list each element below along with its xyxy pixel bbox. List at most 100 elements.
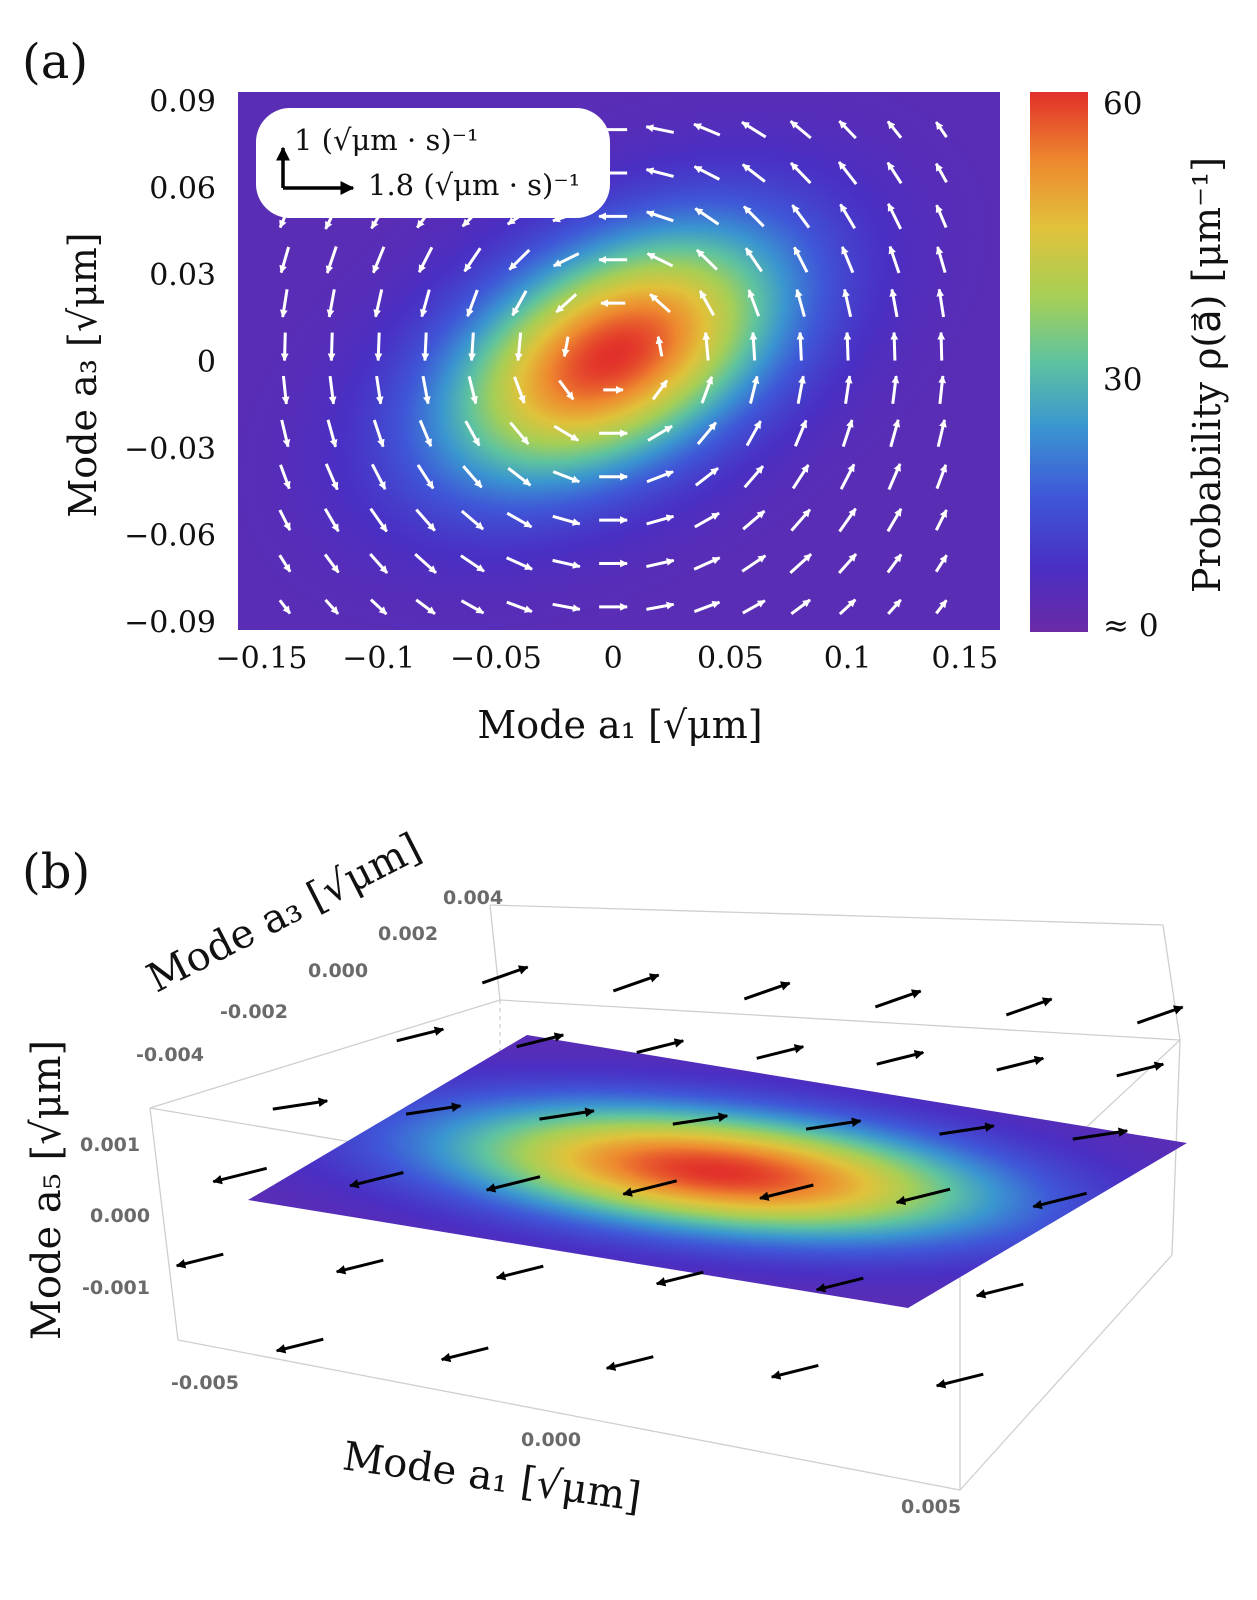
vector-arrow-b (815, 1276, 864, 1293)
vector-arrow-a (460, 599, 485, 615)
vector-arrow-a (795, 288, 806, 318)
vector-arrow-b (759, 1183, 814, 1201)
vector-arrow-b (481, 965, 529, 985)
x-axis-label-a: Mode a₁ [√μm] (477, 703, 762, 747)
vector-arrow-a (741, 163, 766, 183)
x-tick-b-2: 0.000 (521, 1429, 581, 1451)
vector-arrow-a (789, 120, 812, 140)
vector-arrow-b (212, 1166, 268, 1185)
colorbar-label: Probability ρ(a⃗) [μm⁻¹] (1185, 157, 1229, 593)
y-tick-label-a: 0.09 (149, 85, 216, 120)
arrow-scale-legend: 1 (√μm · s)⁻¹ 1.8 (√μm · s)⁻¹ (256, 108, 610, 218)
vector-arrow-a (934, 509, 948, 531)
depth-tick-5: 0.004 (443, 887, 503, 909)
vector-arrow-a (649, 293, 671, 314)
vector-arrow-b (440, 1346, 489, 1363)
vector-arrow-a (326, 289, 336, 318)
x-tick-label-a: −0.1 (342, 641, 415, 676)
vector-arrow-a (935, 464, 948, 490)
panel-a: (a) 1 (√μm · s)⁻¹ 1.8 (√μm · s)⁻¹ −0.15−… (22, 34, 1229, 747)
vector-arrow-a (693, 122, 721, 137)
vector-arrow-a (698, 290, 716, 317)
colorbar-tick-30: 30 (1103, 362, 1142, 398)
vector-arrow-b (275, 1337, 324, 1354)
vector-arrow-a (744, 247, 763, 273)
vector-arrow-a (842, 288, 853, 318)
vector-arrow-a (415, 598, 436, 616)
vector-arrow-a (646, 210, 674, 223)
vector-arrow-a (278, 554, 292, 573)
vector-arrow-a (552, 252, 580, 268)
x-tick-label-a: 0.05 (697, 641, 764, 676)
vector-arrow-b (405, 1102, 462, 1116)
vector-arrow-a (693, 165, 721, 181)
vector-arrow-b (349, 1171, 404, 1189)
vector-arrow-a (646, 514, 675, 526)
panel-a-label: (a) (22, 34, 88, 90)
depth-axis-ticks: -0.004 -0.002 0.000 0.002 0.004 (136, 887, 503, 1066)
vector-arrow-a (645, 167, 674, 178)
vector-arrow-b (396, 1026, 445, 1043)
vector-arrow-a (693, 556, 721, 571)
vector-arrow-b (874, 989, 922, 1009)
vector-arrow-a (645, 124, 675, 134)
vector-arrow-a (793, 419, 808, 447)
vector-arrow-b (335, 1258, 384, 1275)
colorbar-tick-60: 60 (1103, 86, 1142, 122)
vector-arrow-a (369, 507, 388, 533)
vector-arrow-a (506, 511, 533, 529)
vector-arrow-a (415, 508, 436, 532)
vector-arrow-a (646, 558, 675, 569)
vector-arrow-a (938, 375, 946, 405)
vector-arrow-a (561, 336, 570, 358)
surface-3d (248, 1035, 1187, 1308)
y-tick-label-a: −0.03 (124, 432, 216, 467)
vector-arrow-b (495, 1264, 544, 1281)
vector-arrow-a (646, 252, 674, 268)
vector-arrow-b (636, 1038, 685, 1054)
colorbar: 60 30 ≈ 0 Probability ρ(a⃗) [μm⁻¹] (1030, 86, 1229, 644)
vector-arrow-a (323, 508, 340, 533)
vector-arrow-a (886, 161, 903, 185)
vector-arrow-a (839, 203, 857, 230)
vector-arrow-a (741, 554, 767, 573)
vector-arrow-a (749, 375, 760, 404)
vector-arrow-a (464, 420, 481, 447)
vector-arrow-a (844, 375, 853, 404)
vector-arrow-a (278, 599, 292, 615)
vector-arrow-b (939, 1122, 995, 1136)
vector-arrow-a (694, 207, 720, 226)
vector-arrow-a (325, 246, 338, 274)
vector-arrow-a (937, 331, 946, 361)
vector-arrow-b (805, 1117, 862, 1131)
vector-arrow-a (553, 424, 580, 442)
vector-arrow-a (558, 379, 575, 401)
vector-arrow-a (789, 552, 813, 574)
vector-arrow-b (743, 981, 791, 1001)
vector-arrow-a (370, 463, 387, 490)
vector-arrow-a (281, 375, 290, 405)
vector-arrow-b (770, 1363, 819, 1380)
vector-arrow-b (612, 973, 660, 993)
legend-vertical-label: 1 (√μm · s)⁻¹ (294, 123, 479, 157)
x-tick-label-a: 0 (604, 641, 623, 676)
vector-arrow-a (696, 421, 718, 446)
vector-arrow-a (462, 465, 483, 489)
vector-field-b (175, 965, 1184, 1389)
vector-arrow-a (646, 601, 675, 611)
vector-arrow-a (747, 289, 761, 317)
vector-arrow-a (790, 598, 811, 616)
z-tick-3: -0.001 (82, 1277, 150, 1299)
vector-arrow-b (605, 1355, 654, 1371)
vector-arrow-a (417, 246, 434, 273)
x-tick-b-1: -0.005 (171, 1372, 239, 1394)
vector-arrow-b (996, 1055, 1045, 1072)
vector-arrow-b (1116, 1061, 1165, 1078)
vector-arrow-a (647, 424, 673, 442)
x-tick-label-a: −0.15 (215, 641, 307, 676)
y-tick-label-a: 0.03 (149, 258, 216, 293)
density-surface (248, 1035, 1187, 1308)
y-axis-ticks-a: 0.09 0.06 0.03 0 −0.03 −0.06 −0.09 (124, 85, 216, 641)
vector-arrow-b (1005, 997, 1053, 1017)
vector-arrow-a (460, 509, 485, 531)
